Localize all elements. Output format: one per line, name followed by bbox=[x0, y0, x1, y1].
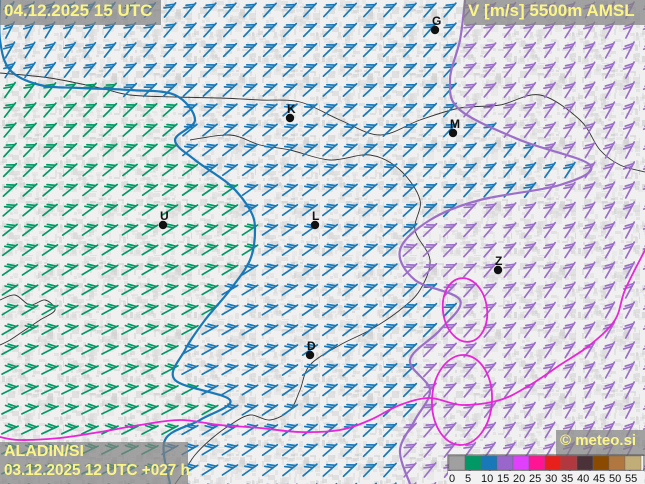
svg-text:15: 15 bbox=[497, 473, 509, 484]
svg-text:35: 35 bbox=[561, 473, 573, 484]
svg-text:55: 55 bbox=[625, 473, 637, 484]
svg-text:20: 20 bbox=[513, 473, 525, 484]
svg-text:5: 5 bbox=[465, 473, 471, 484]
svg-text:50: 50 bbox=[609, 473, 621, 484]
svg-text:45: 45 bbox=[593, 473, 605, 484]
svg-text:30: 30 bbox=[545, 473, 557, 484]
svg-text:40: 40 bbox=[577, 473, 589, 484]
svg-text:25: 25 bbox=[529, 473, 541, 484]
svg-text:0: 0 bbox=[449, 473, 455, 484]
svg-text:10: 10 bbox=[481, 473, 493, 484]
